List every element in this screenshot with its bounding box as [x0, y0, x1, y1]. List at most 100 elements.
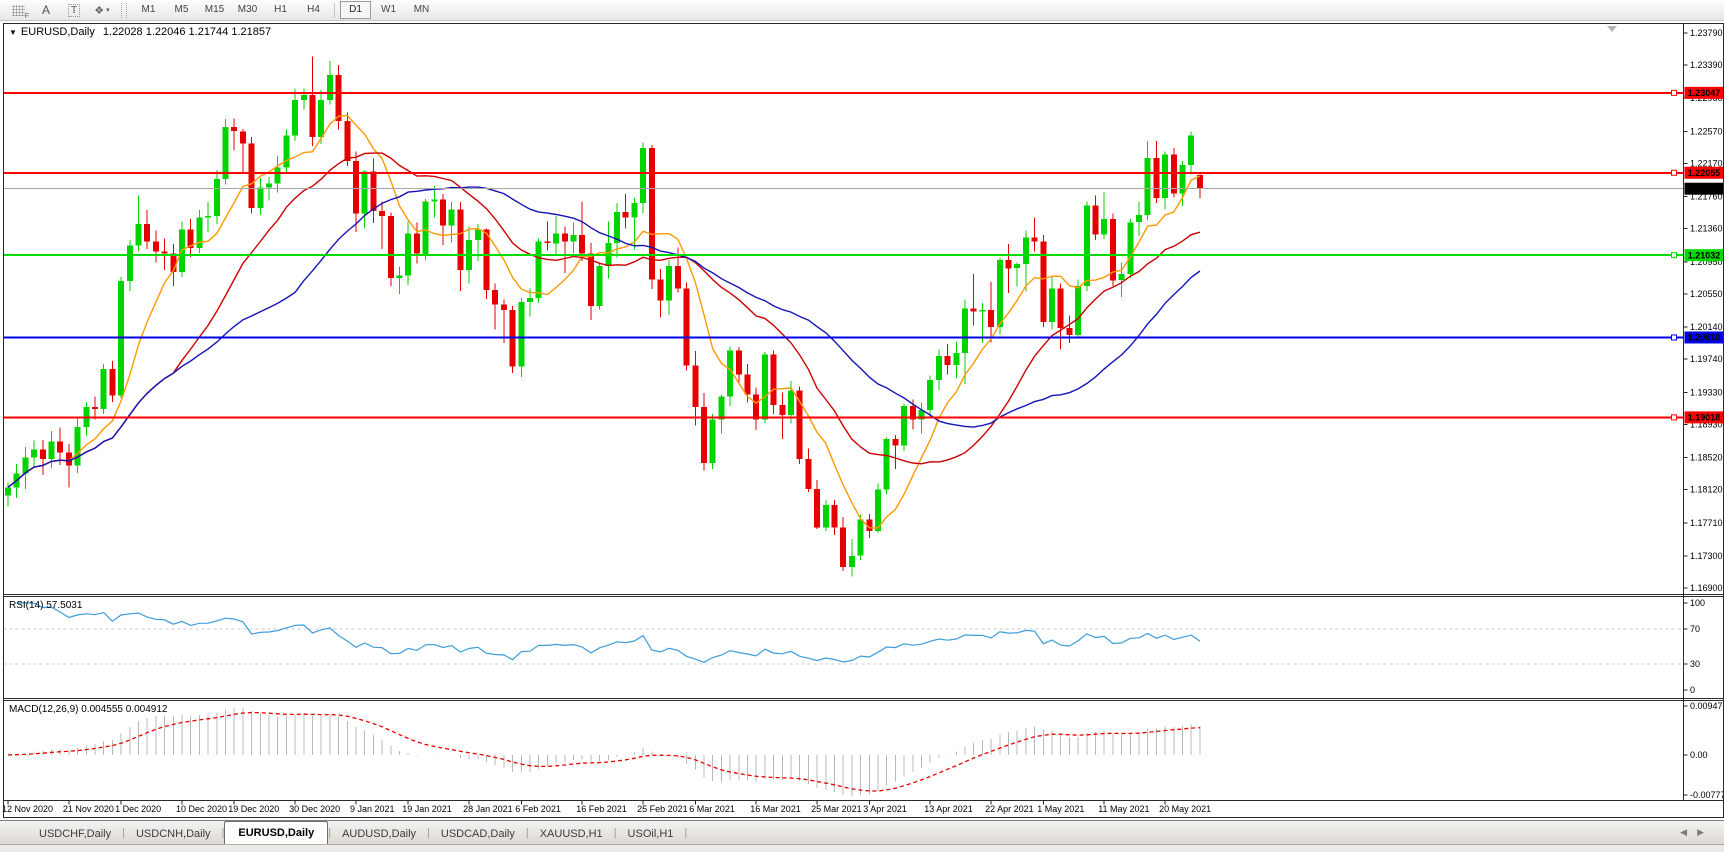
price-badge-1.20010: 1.20010: [1684, 331, 1724, 344]
svg-text:6 Feb 2021: 6 Feb 2021: [515, 804, 561, 814]
svg-text:1.22055: 1.22055: [1688, 168, 1721, 178]
ma-slow-line: [7, 186, 1201, 488]
svg-text:1.18520: 1.18520: [1690, 453, 1723, 463]
tab-usoil[interactable]: USOil,H1: [627, 828, 674, 840]
svg-text:16 Mar 2021: 16 Mar 2021: [750, 804, 801, 814]
rsi-axis: 100 70 30 0: [1683, 598, 1705, 695]
timeframe-button-mn[interactable]: MN: [413, 4, 430, 15]
svg-text:28 Jan 2021: 28 Jan 2021: [463, 804, 513, 814]
tab-separator: |: [427, 827, 430, 839]
tab-scroll-arrows: ◀▶: [1680, 827, 1714, 838]
svg-text:1 May 2021: 1 May 2021: [1037, 804, 1084, 814]
tab-separator: |: [328, 827, 332, 839]
status-strip: [0, 844, 1724, 852]
svg-text:1.20010: 1.20010: [1688, 333, 1721, 343]
svg-text:1.21857: 1.21857: [1688, 184, 1721, 194]
svg-text:1.16900: 1.16900: [1690, 583, 1723, 593]
text-box-tool-icon[interactable]: T: [62, 2, 86, 19]
f-glyph: F: [24, 12, 29, 20]
date-axis: 12 Nov 2020 21 Nov 2020 1 Dec 2020 10 Dec 2…: [2, 800, 1211, 814]
svg-text:1.20140: 1.20140: [1690, 322, 1723, 332]
svg-text:1 Dec 2020: 1 Dec 2020: [115, 804, 161, 814]
timeframe-button-d1[interactable]: D1: [340, 1, 371, 19]
chart-tab-bar: USDCHF,Daily | USDCNH,Daily | EURUSD,Daily | A…: [0, 820, 1724, 845]
tab-eurusd[interactable]: EURUSD,Daily: [224, 821, 329, 845]
svg-text:70: 70: [1690, 624, 1700, 634]
svg-text:25 Mar 2021: 25 Mar 2021: [811, 804, 862, 814]
toolbar-separator: [121, 2, 127, 18]
chart-shift-marker: [1607, 26, 1617, 32]
ohlc-values: 1.22028 1.22046 1.21744 1.21857: [102, 26, 272, 38]
price-badge-1.19018: 1.19018: [1684, 411, 1724, 424]
svg-text:1.21032: 1.21032: [1688, 250, 1721, 260]
tab-usdcad[interactable]: USDCAD,Daily: [440, 828, 515, 840]
svg-text:1.21360: 1.21360: [1690, 224, 1723, 234]
level-anchor[interactable]: [1671, 89, 1677, 96]
arrows-tool-icon[interactable]: ❖ ▾: [90, 2, 114, 19]
price-badge-1.23047: 1.23047: [1684, 86, 1724, 99]
timeframe-button-m5[interactable]: M5: [174, 4, 189, 15]
tab-usdchf[interactable]: USDCHF,Daily: [39, 828, 112, 840]
svg-text:1.17300: 1.17300: [1690, 551, 1723, 561]
diamond-glyph: ❖: [94, 4, 105, 17]
timeframe-button-w1[interactable]: W1: [381, 4, 396, 15]
svg-text:1.18120: 1.18120: [1690, 485, 1723, 495]
tab-audusd[interactable]: AUDUSD,Daily: [342, 828, 417, 840]
level-anchor[interactable]: [1671, 334, 1677, 341]
svg-text:30: 30: [1690, 659, 1700, 669]
svg-text:0.009478: 0.009478: [1690, 701, 1724, 711]
ma-mid-line: [7, 152, 1201, 488]
text-label-tool-icon[interactable]: A: [41, 3, 50, 17]
chevron-down-icon: ▾: [106, 7, 110, 14]
top-toolbar: F A T ❖ ▾ M1 M5 M15 M30 H1 H4 D1 W1 MN: [0, 0, 1724, 21]
timeframe-button-m30[interactable]: M30: [237, 4, 258, 15]
svg-text:19 Jan 2021: 19 Jan 2021: [402, 804, 452, 814]
svg-text:1.22570: 1.22570: [1690, 126, 1723, 136]
svg-text:1.23047: 1.23047: [1688, 88, 1721, 98]
timeframe-button-m1[interactable]: M1: [141, 4, 156, 15]
tab-xauusd[interactable]: XAUUSD,H1: [539, 828, 603, 840]
svg-text:20 May 2021: 20 May 2021: [1159, 804, 1211, 814]
macd-signal-line: [7, 711, 1200, 792]
svg-text:1.18930: 1.18930: [1690, 419, 1723, 429]
svg-text:1.19330: 1.19330: [1690, 387, 1723, 397]
svg-text:1.21760: 1.21760: [1690, 192, 1723, 202]
svg-text:10 Dec 2020: 10 Dec 2020: [176, 804, 227, 814]
svg-text:30 Dec 2020: 30 Dec 2020: [289, 804, 340, 814]
svg-text:6 Mar 2021: 6 Mar 2021: [689, 804, 735, 814]
timeframe-group: M1 M5 M15 M30 H1 H4 D1 W1 MN: [132, 1, 438, 19]
svg-text:16 Feb 2021: 16 Feb 2021: [576, 804, 627, 814]
chart-title: ▼ EURUSD,Daily 1.22028 1.22046 1.21744 1.2…: [9, 26, 271, 38]
svg-text:21 Nov 2020: 21 Nov 2020: [63, 804, 114, 814]
level-anchor[interactable]: [1671, 414, 1677, 421]
svg-text:0: 0: [1690, 685, 1695, 695]
svg-text:19 Dec 2020: 19 Dec 2020: [228, 804, 279, 814]
tab-usdcnh[interactable]: USDCNH,Daily: [135, 828, 211, 840]
chart-grid-f-icon[interactable]: F: [6, 2, 30, 20]
svg-text:22 Apr 2021: 22 Apr 2021: [985, 804, 1034, 814]
candles: [5, 56, 1203, 577]
level-anchor[interactable]: [1671, 169, 1677, 176]
timeframe-button-m15[interactable]: M15: [204, 4, 225, 15]
svg-text:1.20550: 1.20550: [1690, 289, 1723, 299]
macd-histogram: [16, 707, 1201, 797]
tab-scroll-left-icon[interactable]: ◀: [1680, 827, 1698, 837]
tab-separator: |: [122, 827, 125, 839]
svg-text:12 Nov 2020: 12 Nov 2020: [2, 804, 53, 814]
svg-text:100: 100: [1690, 598, 1705, 608]
symbol-period-label: EURUSD,Daily: [20, 26, 95, 38]
tab-scroll-right-icon[interactable]: ▶: [1697, 827, 1714, 837]
rsi-indicator-label: RSI(14) 57.5031: [9, 600, 83, 611]
timeframe-button-h4[interactable]: H4: [307, 4, 320, 15]
svg-text:11 May 2021: 11 May 2021: [1098, 804, 1149, 814]
level-anchor[interactable]: [1671, 252, 1677, 259]
svg-text:1.19018: 1.19018: [1688, 413, 1721, 423]
svg-text:25 Feb 2021: 25 Feb 2021: [637, 804, 688, 814]
tab-separator: |: [525, 827, 529, 839]
timeframe-button-h1[interactable]: H1: [274, 4, 287, 15]
t-glyph: T: [67, 3, 81, 17]
quote-dropdown-icon[interactable]: ▼: [9, 28, 17, 37]
svg-text:1.23390: 1.23390: [1690, 60, 1723, 70]
